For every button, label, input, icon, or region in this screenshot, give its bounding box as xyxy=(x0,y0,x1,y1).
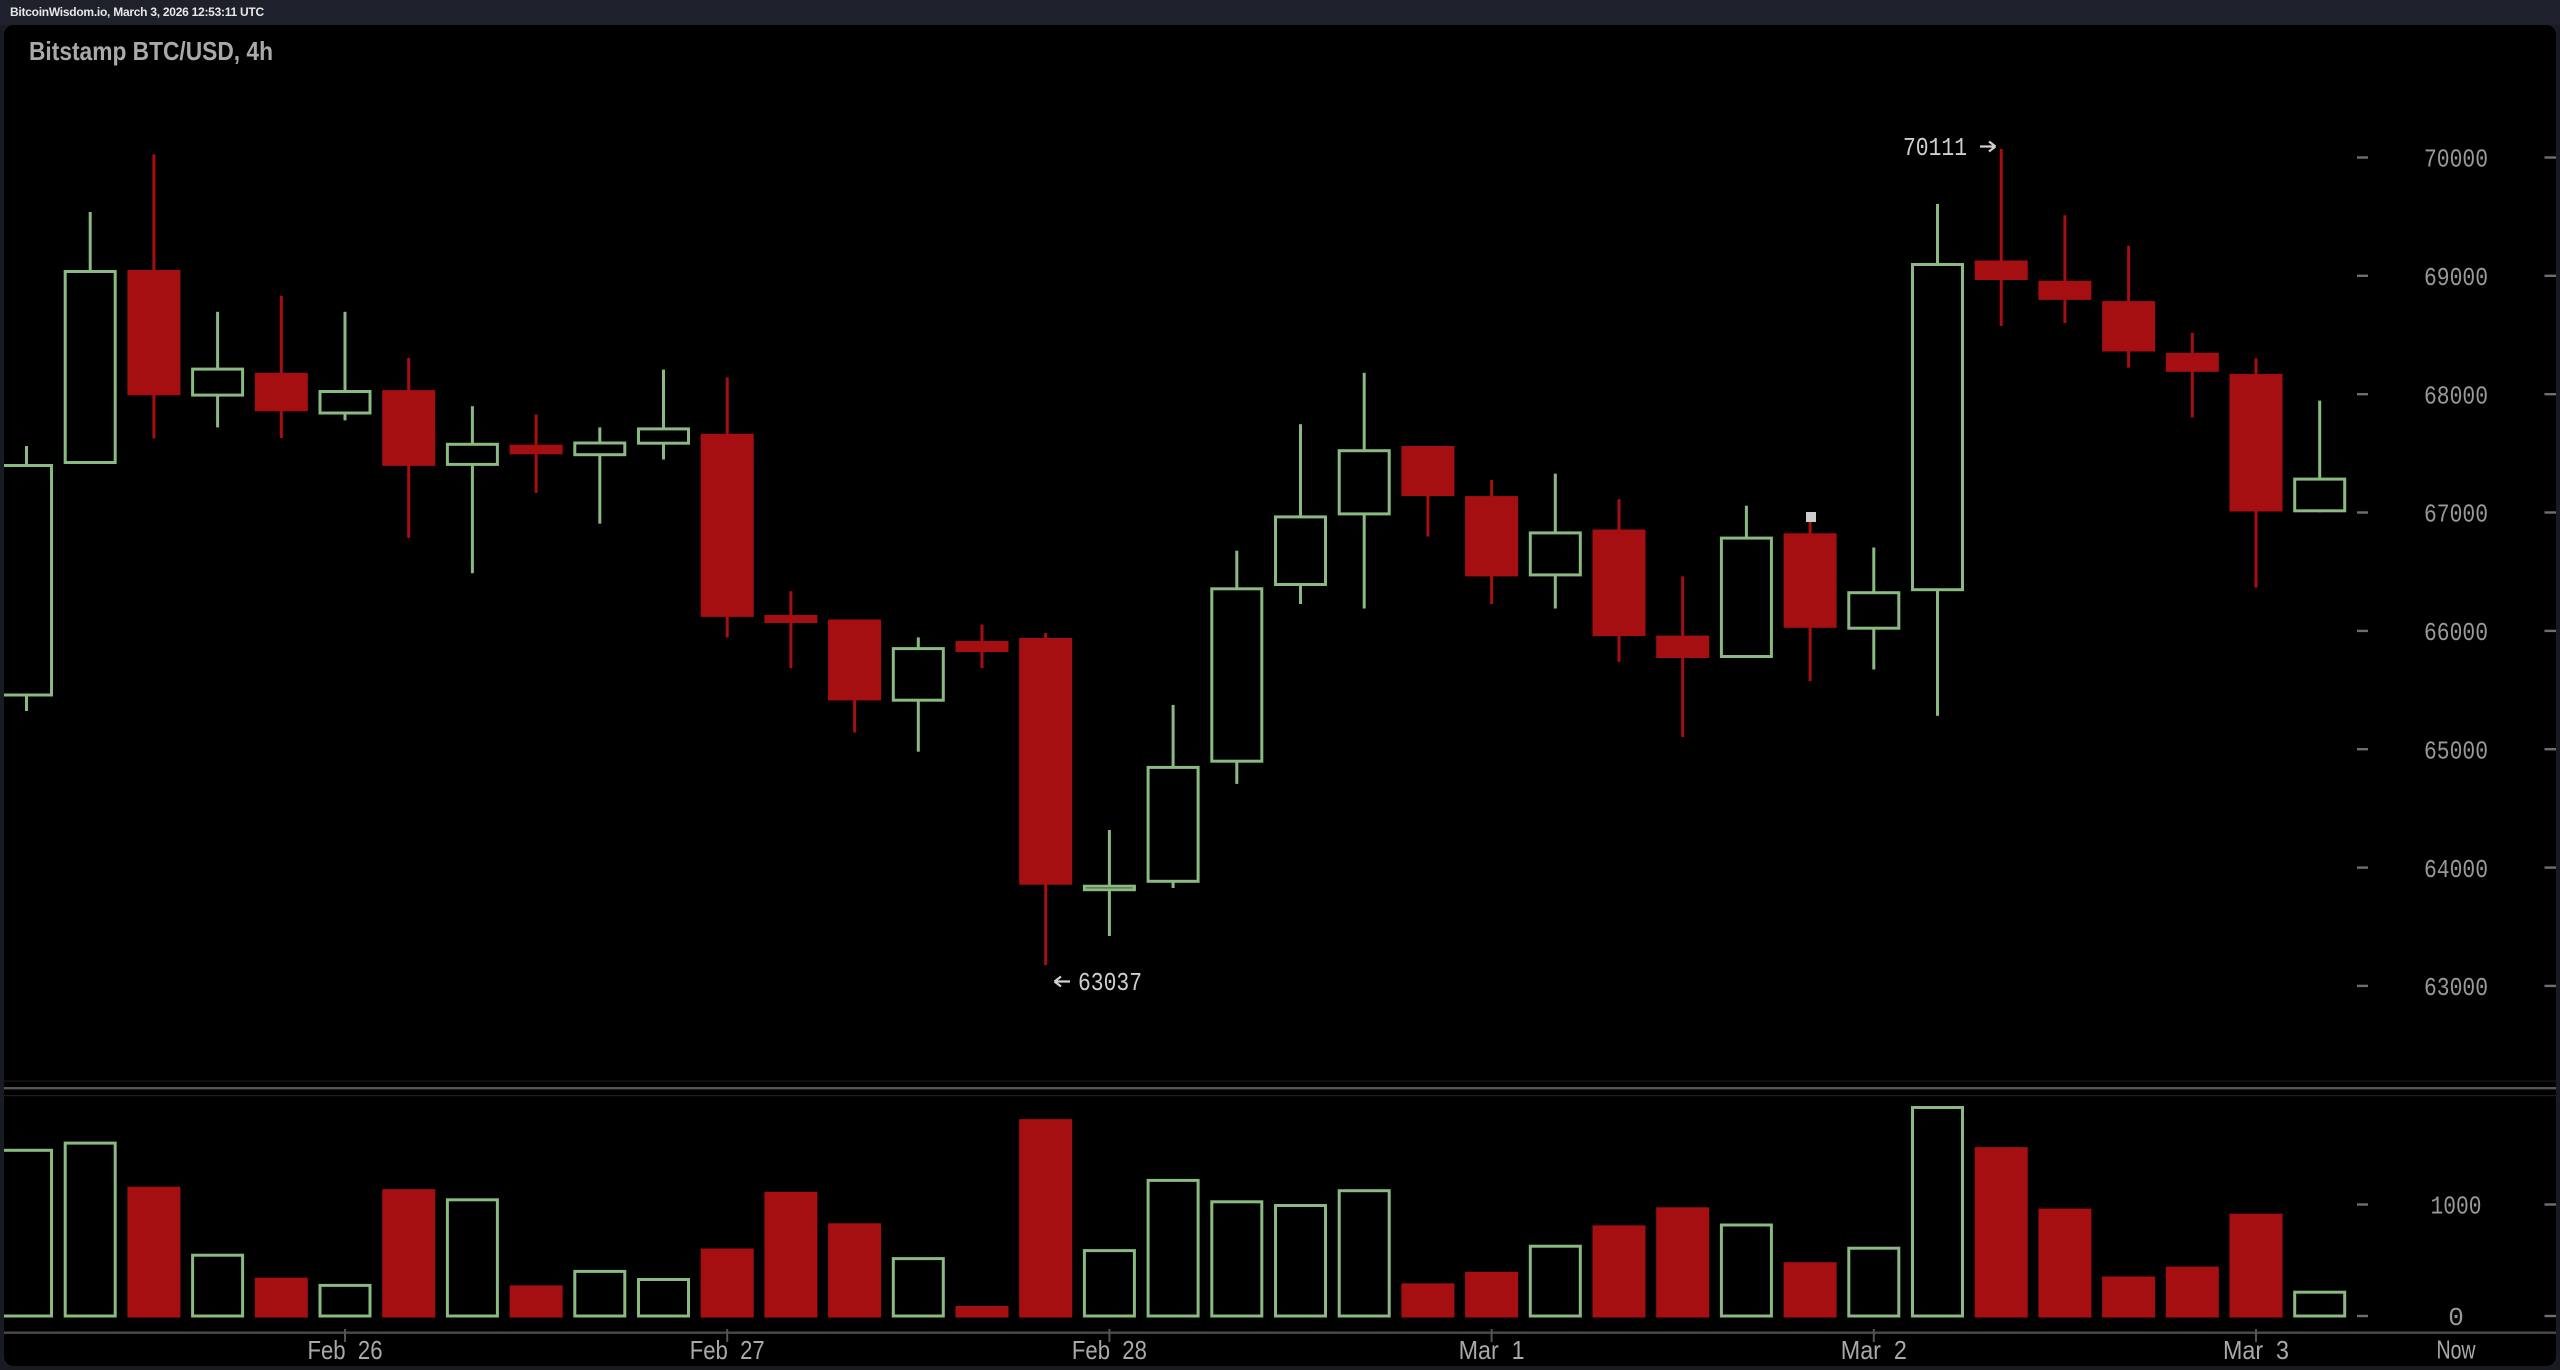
svg-text:67000: 67000 xyxy=(2424,500,2488,530)
svg-text:65000: 65000 xyxy=(2424,736,2488,766)
svg-text:70000: 70000 xyxy=(2424,145,2488,175)
svg-text:Feb 28: Feb 28 xyxy=(1072,1335,1147,1365)
svg-text:64000: 64000 xyxy=(2424,855,2488,885)
svg-text:Bitstamp BTC/USD, 4h: Bitstamp BTC/USD, 4h xyxy=(29,36,273,66)
svg-text:Mar 1: Mar 1 xyxy=(1459,1335,1525,1365)
svg-text:70111: 70111 xyxy=(1903,133,1967,163)
svg-text:63000: 63000 xyxy=(2424,973,2488,1003)
svg-text:Feb 26: Feb 26 xyxy=(308,1335,383,1365)
svg-text:Mar 3: Mar 3 xyxy=(2223,1335,2289,1365)
svg-text:1000: 1000 xyxy=(2431,1192,2482,1222)
svg-text:63037: 63037 xyxy=(1078,968,1142,998)
svg-text:Feb 27: Feb 27 xyxy=(690,1335,765,1365)
svg-text:69000: 69000 xyxy=(2424,263,2488,293)
svg-text:0: 0 xyxy=(2448,1303,2464,1333)
svg-text:66000: 66000 xyxy=(2424,618,2488,648)
svg-text:Now: Now xyxy=(2437,1335,2476,1365)
svg-text:68000: 68000 xyxy=(2424,381,2488,411)
svg-text:Mar 2: Mar 2 xyxy=(1841,1335,1907,1365)
